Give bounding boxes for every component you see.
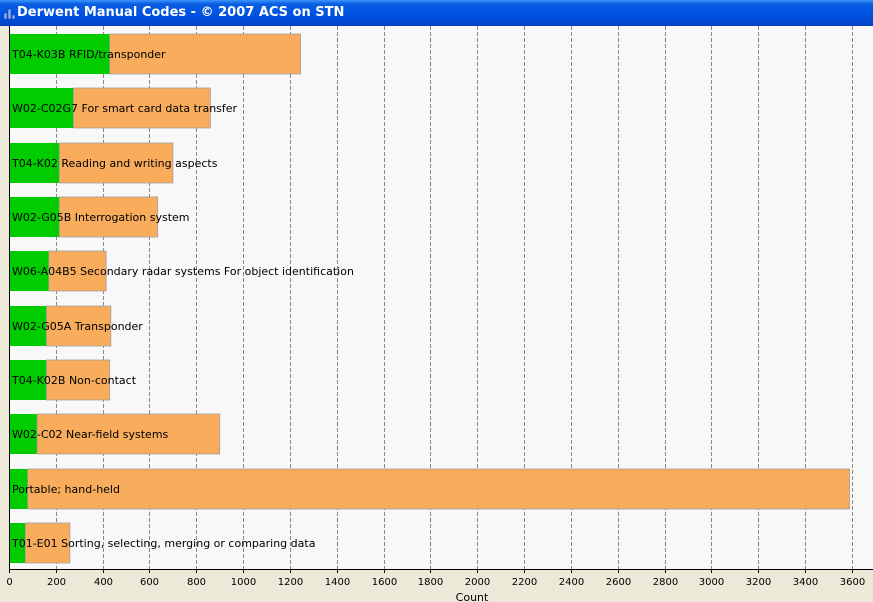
bar-segment-secondary[interactable] [27,468,850,510]
manual-codes-bar-chart: T04-K03B RFID/transponder W02-C02G7 For s… [6,26,873,602]
x-tick-label: 400 [94,577,113,588]
bar-segment-primary[interactable] [9,88,74,128]
x-tick-label: 2200 [512,577,537,588]
bar-chart-icon [3,8,16,20]
bar-segment-primary[interactable] [9,414,38,454]
bar-category-label: W06-A04B5 Secondary radar systems For ob… [12,265,354,278]
bar-segment-secondary[interactable] [46,305,112,347]
bar-category-label: T01-E01 Sorting, selecting, merging or c… [11,537,315,550]
bar-segment-primary[interactable] [9,251,49,291]
bar-category-label: W02-G05B Interrogation system [12,211,190,224]
bar-category-label: T04-K02B Non-contact [11,374,137,387]
x-tick-label: 1000 [231,577,256,588]
bar-segment-secondary[interactable] [58,142,174,184]
x-tick-label: 2800 [653,577,678,588]
x-tick-label: 2400 [559,577,584,588]
x-tick-label: 2600 [606,577,631,588]
bar-segment-primary[interactable] [9,523,26,563]
window-title: Derwent Manual Codes - © 2007 ACS on STN [17,5,345,20]
x-tick-label: 1600 [372,577,397,588]
x-tick-label: 1400 [325,577,350,588]
bar-category-label: Portable; hand-held [12,483,120,496]
bar-segment-primary[interactable] [9,360,47,400]
x-tick-label: 0 [6,577,12,588]
bar-segment-primary[interactable] [9,306,47,346]
x-axis-title: Count [456,591,489,602]
bar-category-label: T04-K02 Reading and writing aspects [11,157,218,170]
window-title-bar[interactable]: Derwent Manual Codes - © 2007 ACS on STN [0,0,873,26]
chart-area: T04-K03B RFID/transponder W02-C02G7 For s… [0,26,873,602]
bar-segment-secondary[interactable] [48,250,107,292]
bar-segment-primary[interactable] [9,469,28,509]
x-tick-label: 3400 [793,577,818,588]
x-tick-label: 1200 [278,577,303,588]
bar-segment-primary[interactable] [9,143,60,183]
x-tick-label: 3600 [840,577,865,588]
bar-segment-secondary[interactable] [24,522,71,564]
bar-segment-secondary[interactable] [58,196,159,238]
bar-segment-primary[interactable] [9,197,60,237]
bar-category-label: W02-C02G7 For smart card data transfer [12,102,238,115]
x-tick-label: 600 [140,577,159,588]
bar-segment-secondary[interactable] [72,87,211,129]
x-tick-label: 3000 [699,577,724,588]
x-tick-label: 3200 [746,577,771,588]
bar-segment-secondary[interactable] [36,413,221,455]
x-tick-label: 800 [187,577,206,588]
bar-category-label: W02-C02 Near-field systems [12,428,169,441]
bar-category-label: T04-K03B RFID/transponder [11,48,166,61]
x-tick-label: 2000 [465,577,490,588]
bar-segment-secondary[interactable] [109,33,301,75]
x-tick-label: 1800 [418,577,443,588]
bar-segment-secondary[interactable] [46,359,111,401]
x-tick-label: 200 [47,577,66,588]
bar-category-label: W02-G05A Transponder [12,320,143,333]
bar-segment-primary[interactable] [9,34,110,74]
